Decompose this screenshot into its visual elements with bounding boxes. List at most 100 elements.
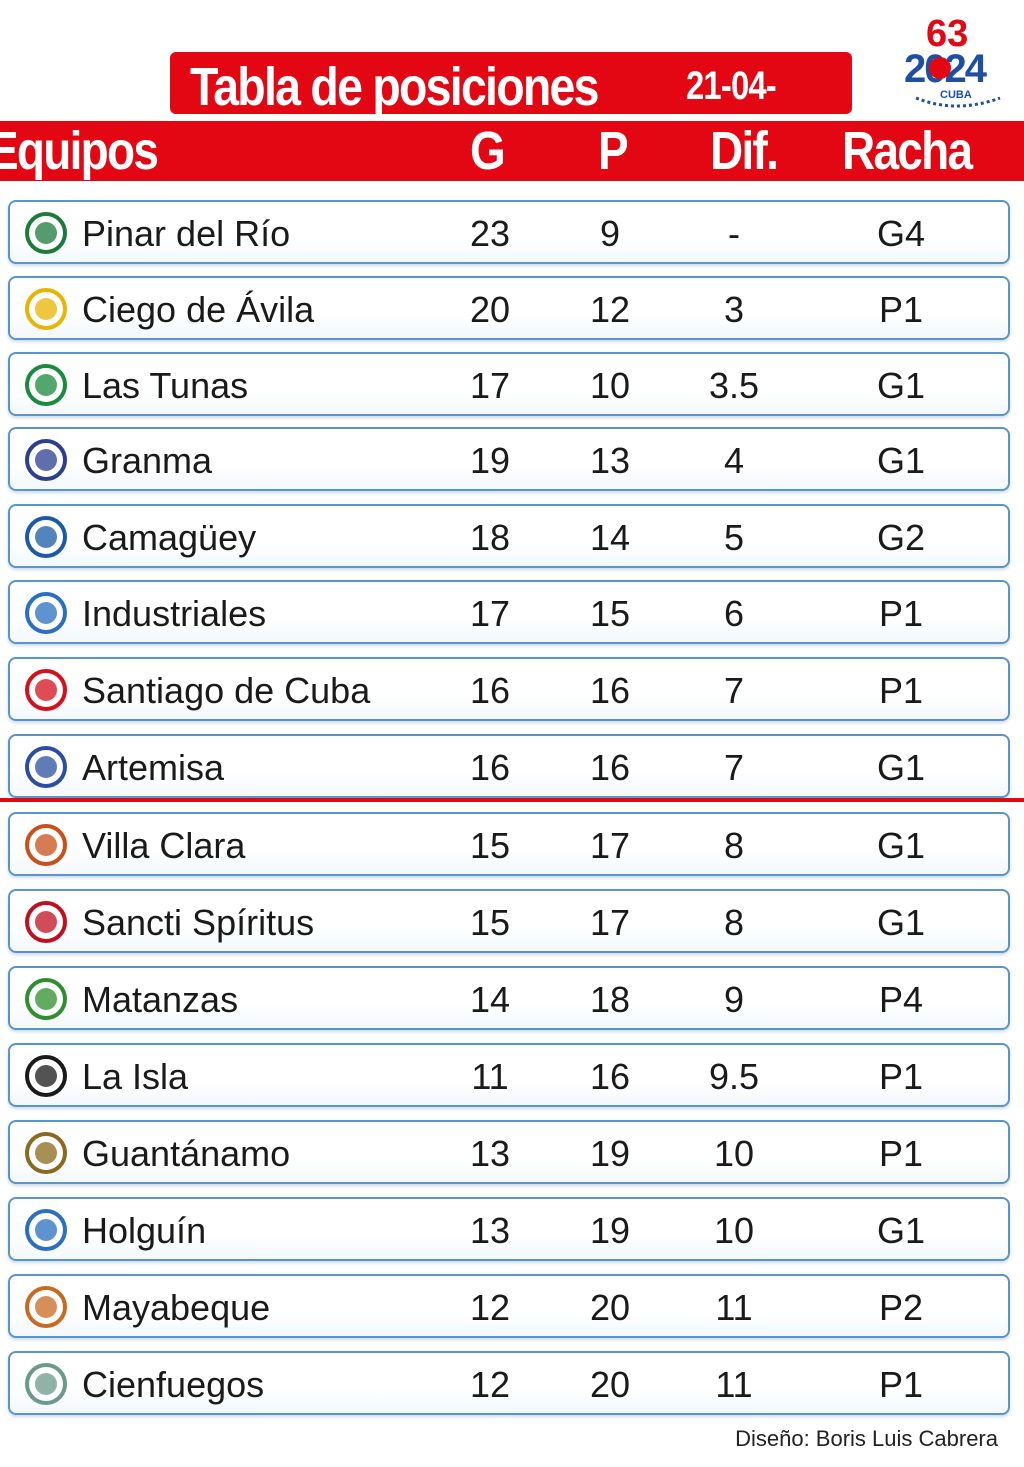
table-header: Equipos G P Dif. Racha xyxy=(0,121,1024,181)
games-behind: - xyxy=(728,213,740,254)
streak: P1 xyxy=(878,1133,924,1174)
table-row: Guantánamo 13 19 10 P1 xyxy=(8,1120,1010,1184)
games-lost: 20 xyxy=(589,1287,631,1328)
games-behind: 4 xyxy=(723,440,745,481)
team-name: Guantánamo xyxy=(82,1133,291,1174)
table-row: Holguín 13 19 10 G1 xyxy=(8,1197,1010,1261)
games-won: 23 xyxy=(469,213,511,254)
table-row: Santiago de Cuba 16 16 7 P1 xyxy=(8,657,1010,721)
streak: G2 xyxy=(876,517,926,558)
granma-logo-icon xyxy=(25,439,67,481)
games-won: 11 xyxy=(471,1056,509,1097)
games-lost: 15 xyxy=(589,593,631,634)
team-name: Holguín xyxy=(82,1210,207,1251)
games-lost: 12 xyxy=(589,289,631,330)
santiago-logo-icon xyxy=(25,669,67,711)
header-racha: Racha xyxy=(842,121,973,181)
team-name: Granma xyxy=(82,440,213,481)
industriales-logo-icon xyxy=(25,592,67,634)
games-lost: 16 xyxy=(589,747,631,788)
pinar-logo-icon xyxy=(25,212,67,254)
games-lost: 20 xyxy=(589,1364,631,1405)
games-lost: 17 xyxy=(589,902,631,943)
matanzas-logo-icon xyxy=(25,978,67,1020)
games-lost: 14 xyxy=(589,517,631,558)
laisla-logo-icon xyxy=(25,1055,67,1097)
cienfuegos-logo-icon xyxy=(25,1363,67,1405)
team-name: La Isla xyxy=(82,1056,189,1097)
logo-country: CUBA xyxy=(940,89,972,101)
artemisa-logo-icon xyxy=(25,746,67,788)
streak: G1 xyxy=(876,440,926,481)
team-name: Artemisa xyxy=(82,747,225,788)
games-lost: 17 xyxy=(589,825,631,866)
games-won: 13 xyxy=(469,1210,511,1251)
holguin-logo-icon xyxy=(25,1209,67,1251)
games-won: 19 xyxy=(469,440,511,481)
streak: P1 xyxy=(878,593,924,634)
streak: G1 xyxy=(876,365,926,406)
table-row: Ciego de Ávila 20 12 3 P1 xyxy=(8,276,1010,340)
villaclara-logo-icon xyxy=(25,824,67,866)
streak: G1 xyxy=(876,902,926,943)
games-lost: 9 xyxy=(599,213,621,254)
games-won: 15 xyxy=(469,825,511,866)
team-name: Camagüey xyxy=(82,517,257,558)
games-behind: 11 xyxy=(715,1364,753,1405)
games-won: 17 xyxy=(469,365,511,406)
header-p: P xyxy=(598,121,629,181)
playoff-cutoff-line xyxy=(0,798,1024,802)
streak: P1 xyxy=(878,289,924,330)
table-row: Mayabeque 12 20 11 P2 xyxy=(8,1274,1010,1338)
table-row: Granma 19 13 4 G1 xyxy=(8,427,1010,491)
games-lost: 10 xyxy=(589,365,631,406)
games-lost: 19 xyxy=(589,1133,631,1174)
table-row: Industriales 17 15 6 P1 xyxy=(8,580,1010,644)
ciego-logo-icon xyxy=(25,288,67,330)
games-behind: 10 xyxy=(713,1133,755,1174)
games-behind: 11 xyxy=(715,1287,753,1328)
logo-number: 63 xyxy=(926,13,968,55)
games-won: 14 xyxy=(469,979,511,1020)
table-row: Matanzas 14 18 9 P4 xyxy=(8,966,1010,1030)
camaguey-logo-icon xyxy=(25,516,67,558)
games-behind: 7 xyxy=(723,670,745,711)
games-won: 16 xyxy=(469,670,511,711)
games-won: 18 xyxy=(469,517,511,558)
team-name: Ciego de Ávila xyxy=(82,289,315,330)
team-name: Mayabeque xyxy=(82,1287,271,1328)
mayabeque-logo-icon xyxy=(25,1286,67,1328)
games-behind: 8 xyxy=(723,825,745,866)
games-won: 15 xyxy=(469,902,511,943)
header-dif: Dif. xyxy=(710,121,779,181)
games-won: 16 xyxy=(469,747,511,788)
games-lost: 16 xyxy=(589,1056,631,1097)
streak: G1 xyxy=(876,1210,926,1251)
games-behind: 6 xyxy=(723,593,745,634)
streak: P1 xyxy=(878,1364,924,1405)
games-behind: 3.5 xyxy=(708,365,760,406)
team-name: Sancti Spíritus xyxy=(82,902,315,943)
series-logo-icon: 63 2024 CUBA xyxy=(904,13,1001,108)
header-team: Equipos xyxy=(0,121,159,181)
streak: P1 xyxy=(878,670,924,711)
streak: P4 xyxy=(878,979,924,1020)
games-won: 17 xyxy=(469,593,511,634)
games-won: 20 xyxy=(469,289,511,330)
streak: P1 xyxy=(878,1056,924,1097)
games-lost: 13 xyxy=(589,440,631,481)
team-name: Villa Clara xyxy=(82,825,246,866)
games-behind: 3 xyxy=(723,289,745,330)
games-behind: 8 xyxy=(723,902,745,943)
table-row: Las Tunas 17 10 3.5 G1 xyxy=(8,352,1010,416)
table-row: La Isla 11 16 9.5 P1 xyxy=(8,1043,1010,1107)
sancti-logo-icon xyxy=(25,901,67,943)
games-behind: 9.5 xyxy=(708,1056,760,1097)
table-row: Cienfuegos 12 20 11 P1 xyxy=(8,1351,1010,1415)
games-lost: 18 xyxy=(589,979,631,1020)
games-lost: 19 xyxy=(589,1210,631,1251)
team-name: Las Tunas xyxy=(82,365,249,406)
team-name: Matanzas xyxy=(82,979,239,1020)
table-row: Sancti Spíritus 15 17 8 G1 xyxy=(8,889,1010,953)
tunas-logo-icon xyxy=(25,364,67,406)
